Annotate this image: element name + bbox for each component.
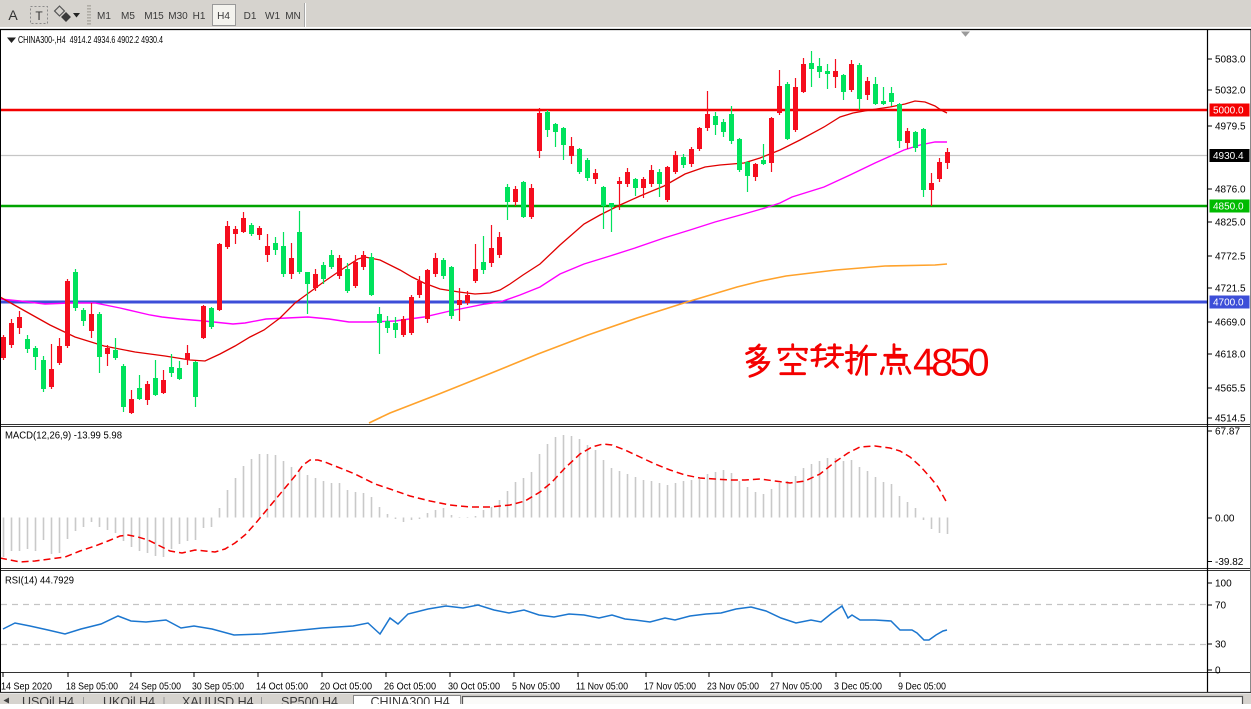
svg-text:4850: 4850 [913, 342, 989, 385]
svg-text:4700.0: 4700.0 [1213, 298, 1244, 309]
svg-text:20 Oct 05:00: 20 Oct 05:00 [320, 681, 372, 693]
svg-text:XAUUSD,H4: XAUUSD,H4 [182, 695, 254, 704]
svg-text:100: 100 [1215, 579, 1232, 590]
svg-text:4825.0: 4825.0 [1215, 218, 1246, 229]
svg-text:30 Oct 05:00: 30 Oct 05:00 [448, 681, 500, 693]
svg-text:14 Sep 2020: 14 Sep 2020 [1, 681, 52, 693]
svg-text:M15: M15 [144, 11, 164, 22]
svg-text:24 Sep 05:00: 24 Sep 05:00 [129, 681, 181, 693]
svg-text:D1: D1 [244, 11, 257, 22]
svg-text:5000.0: 5000.0 [1213, 106, 1244, 117]
svg-text:CHINA300-,H4 4914.2 4934.6 49: CHINA300-,H4 4914.2 4934.6 4902.2 4930.4 [18, 34, 163, 46]
svg-text:9 Dec 05:00: 9 Dec 05:00 [898, 681, 946, 693]
svg-text:A: A [8, 7, 18, 23]
svg-text:M1: M1 [97, 11, 111, 22]
svg-text:4514.5: 4514.5 [1215, 414, 1246, 425]
svg-text:-39.82: -39.82 [1215, 557, 1244, 568]
svg-text:17 Nov 05:00: 17 Nov 05:00 [644, 681, 696, 693]
svg-text:4772.5: 4772.5 [1215, 252, 1246, 263]
svg-text:14 Oct 05:00: 14 Oct 05:00 [256, 681, 308, 693]
svg-text:4618.0: 4618.0 [1215, 350, 1246, 361]
svg-text:T: T [35, 9, 43, 23]
svg-text:70: 70 [1215, 601, 1227, 612]
svg-text:3 Dec 05:00: 3 Dec 05:00 [834, 681, 882, 693]
svg-text:4979.5: 4979.5 [1215, 122, 1246, 133]
svg-text:18 Sep 05:00: 18 Sep 05:00 [66, 681, 118, 693]
svg-text:M30: M30 [168, 11, 188, 22]
svg-text:4721.5: 4721.5 [1215, 284, 1246, 295]
svg-text:SP500,H4: SP500,H4 [281, 695, 338, 704]
svg-text:4669.0: 4669.0 [1215, 318, 1246, 329]
svg-text:H1: H1 [193, 11, 206, 22]
svg-text:30 Sep 05:00: 30 Sep 05:00 [192, 681, 244, 693]
svg-text:MACD(12,26,9) -13.99 5.98: MACD(12,26,9) -13.99 5.98 [5, 431, 122, 442]
svg-text:23 Nov 05:00: 23 Nov 05:00 [707, 681, 759, 693]
svg-text:0.00: 0.00 [1215, 514, 1235, 525]
svg-text:M5: M5 [121, 11, 135, 22]
svg-text:USOil,H4: USOil,H4 [22, 695, 74, 704]
svg-text:4850.0: 4850.0 [1213, 202, 1244, 213]
svg-text:RSI(14) 44.7929: RSI(14) 44.7929 [5, 576, 74, 587]
svg-text:26 Oct 05:00: 26 Oct 05:00 [384, 681, 436, 693]
svg-text:W1: W1 [265, 11, 280, 22]
svg-text:5032.0: 5032.0 [1215, 86, 1246, 97]
svg-text:UKOil,H4: UKOil,H4 [103, 695, 155, 704]
svg-text:5083.0: 5083.0 [1215, 55, 1246, 66]
svg-text:27 Nov 05:00: 27 Nov 05:00 [770, 681, 822, 693]
svg-text:CHINA300,H4: CHINA300,H4 [371, 695, 450, 704]
svg-text:MN: MN [285, 11, 301, 22]
svg-text:H4: H4 [217, 11, 230, 22]
svg-text:0: 0 [1215, 666, 1221, 677]
svg-text:4565.5: 4565.5 [1215, 384, 1246, 395]
svg-text:67.87: 67.87 [1215, 427, 1240, 438]
svg-text:5 Nov 05:00: 5 Nov 05:00 [512, 681, 560, 693]
svg-text:4876.0: 4876.0 [1215, 185, 1246, 196]
svg-text:4930.4: 4930.4 [1213, 151, 1244, 162]
svg-text:11 Nov 05:00: 11 Nov 05:00 [576, 681, 628, 693]
svg-text:30: 30 [1215, 640, 1227, 651]
